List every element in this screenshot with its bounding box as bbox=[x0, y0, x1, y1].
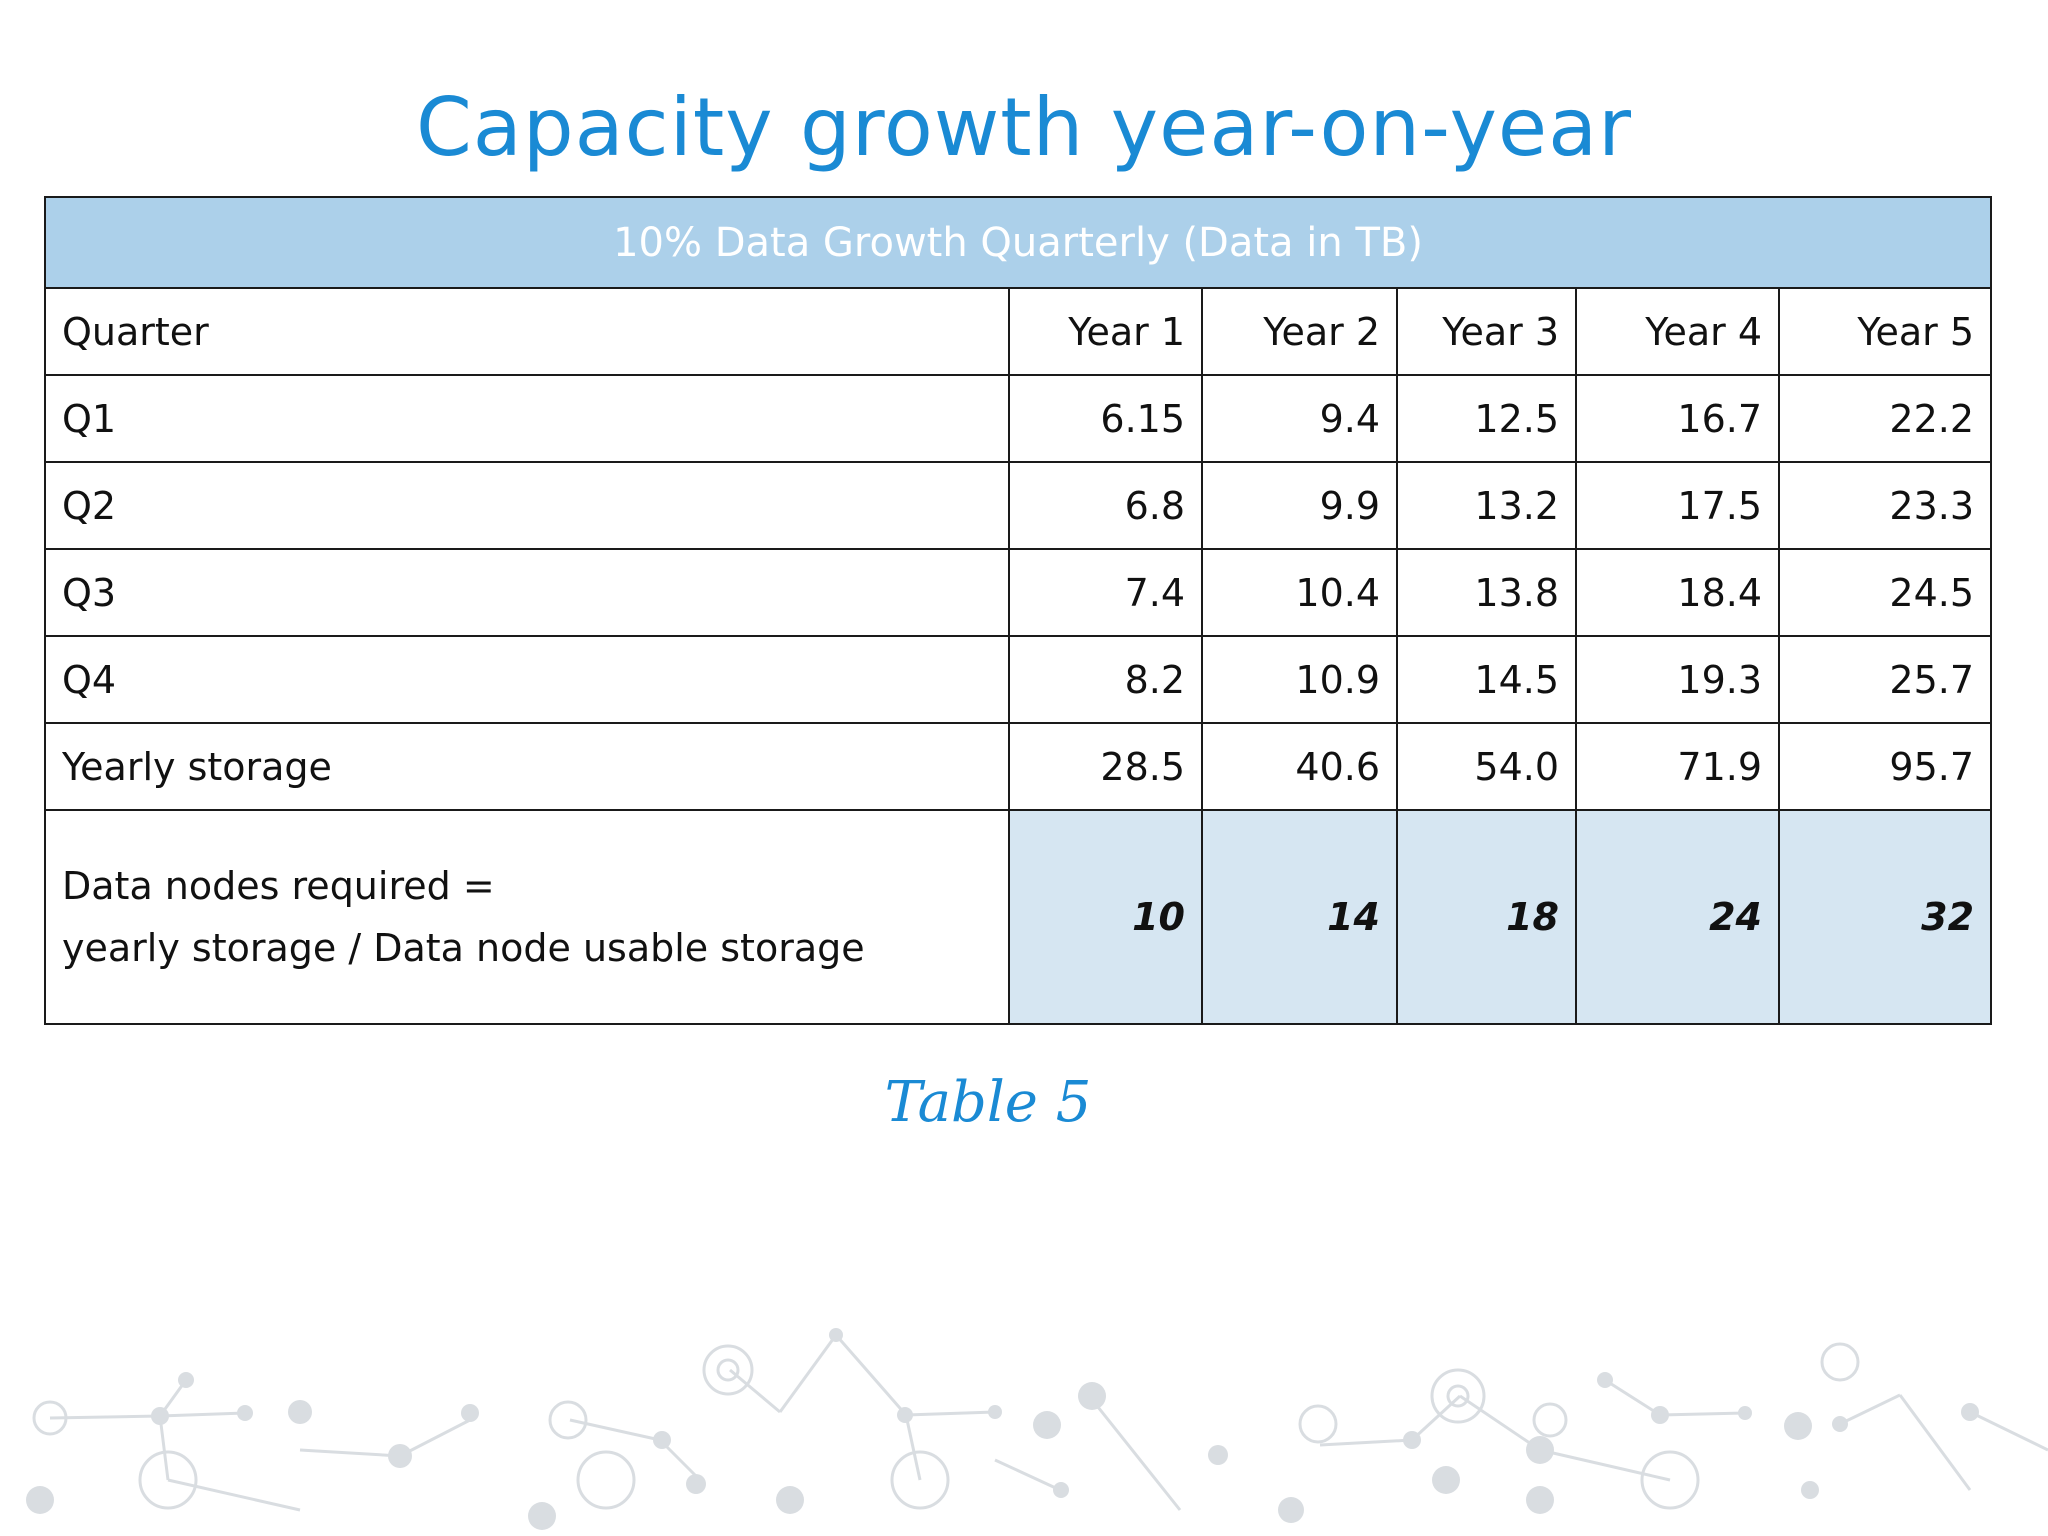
nodes-required-label: Data nodes required = yearly storage / D… bbox=[44, 809, 1010, 1025]
table-cell: 10.4 bbox=[1201, 548, 1398, 637]
nodes-cell: 14 bbox=[1201, 809, 1398, 1025]
table-cell: 25.7 bbox=[1777, 635, 1993, 724]
capacity-table: 10% Data Growth Quarterly (Data in TB) Q… bbox=[43, 196, 1993, 1025]
table-row: Q2 6.8 9.9 13.2 17.5 23.3 bbox=[44, 461, 1993, 550]
network-background-graphic bbox=[26, 1328, 2048, 1530]
table-banner-row: 10% Data Growth Quarterly (Data in TB) bbox=[43, 196, 1993, 289]
table-cell: 12.5 bbox=[1396, 374, 1577, 463]
table-row: Q1 6.15 9.4 12.5 16.7 22.2 bbox=[44, 374, 1993, 463]
table-cell: 14.5 bbox=[1396, 635, 1577, 724]
row-label: Q3 bbox=[44, 548, 1010, 637]
table-row: Yearly storage 28.5 40.6 54.0 71.9 95.7 bbox=[44, 722, 1993, 811]
table-banner: 10% Data Growth Quarterly (Data in TB) bbox=[43, 196, 1993, 289]
header-cell-year-4: Year 4 bbox=[1575, 287, 1780, 376]
table-cell: 6.15 bbox=[1008, 374, 1203, 463]
table-cell: 22.2 bbox=[1777, 374, 1993, 463]
header-cell-year-2: Year 2 bbox=[1201, 287, 1398, 376]
slide-title: Capacity growth year-on-year bbox=[415, 81, 1633, 174]
nodes-cell: 10 bbox=[1008, 809, 1203, 1025]
row-label: Q4 bbox=[44, 635, 1010, 724]
table-cell: 7.4 bbox=[1008, 548, 1203, 637]
table-cell: 10.9 bbox=[1201, 635, 1398, 724]
header-cell-year-5: Year 5 bbox=[1777, 287, 1993, 376]
table-cell: 6.8 bbox=[1008, 461, 1203, 550]
nodes-label-line2: yearly storage / Data node usable storag… bbox=[62, 926, 865, 970]
nodes-cell: 18 bbox=[1396, 809, 1577, 1025]
table-cell: 54.0 bbox=[1396, 722, 1577, 811]
header-cell-quarter: Quarter bbox=[44, 287, 1010, 376]
table-cell: 24.5 bbox=[1777, 548, 1993, 637]
table-cell: 23.3 bbox=[1777, 461, 1993, 550]
nodes-required-row: Data nodes required = yearly storage / D… bbox=[44, 809, 1993, 1025]
table-header-row: Quarter Year 1 Year 2 Year 3 Year 4 Year… bbox=[44, 287, 1993, 376]
table-cell: 13.8 bbox=[1396, 548, 1577, 637]
header-cell-year-3: Year 3 bbox=[1396, 287, 1577, 376]
table-cell: 19.3 bbox=[1575, 635, 1780, 724]
row-label: Q1 bbox=[44, 374, 1010, 463]
header-cell-year-1: Year 1 bbox=[1008, 287, 1203, 376]
nodes-cell: 24 bbox=[1575, 809, 1780, 1025]
table-row: Q3 7.4 10.4 13.8 18.4 24.5 bbox=[44, 548, 1993, 637]
table-cell: 9.9 bbox=[1201, 461, 1398, 550]
nodes-label-line1: Data nodes required = bbox=[62, 864, 495, 908]
row-label: Yearly storage bbox=[44, 722, 1010, 811]
table-cell: 18.4 bbox=[1575, 548, 1780, 637]
row-label: Q2 bbox=[44, 461, 1010, 550]
table-cell: 71.9 bbox=[1575, 722, 1780, 811]
table-row: Q4 8.2 10.9 14.5 19.3 25.7 bbox=[44, 635, 1993, 724]
nodes-cell: 32 bbox=[1777, 809, 1993, 1025]
table-cell: 8.2 bbox=[1008, 635, 1203, 724]
table-caption: Table 5 bbox=[884, 1070, 1092, 1135]
table-cell: 95.7 bbox=[1777, 722, 1993, 811]
table-cell: 13.2 bbox=[1396, 461, 1577, 550]
table-cell: 17.5 bbox=[1575, 461, 1780, 550]
table-cell: 28.5 bbox=[1008, 722, 1203, 811]
table-cell: 9.4 bbox=[1201, 374, 1398, 463]
table-cell: 16.7 bbox=[1575, 374, 1780, 463]
table-cell: 40.6 bbox=[1201, 722, 1398, 811]
